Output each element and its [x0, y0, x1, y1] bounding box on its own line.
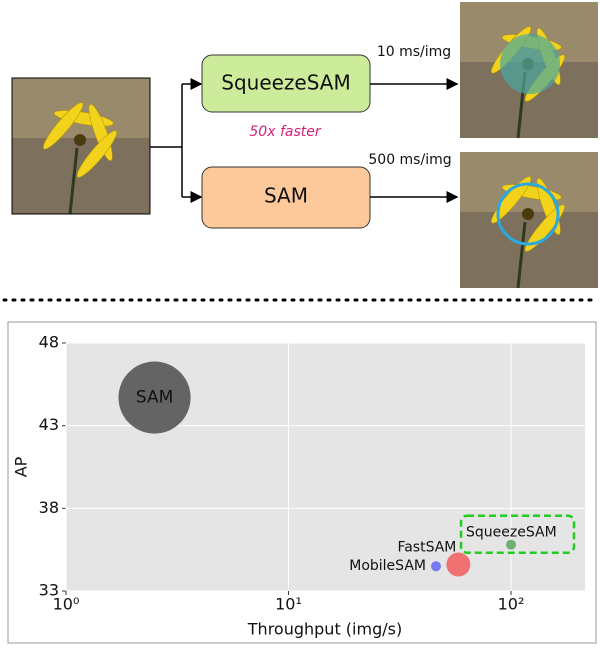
- highlight-box: [459, 514, 576, 554]
- latency: 500 ms/img: [368, 152, 451, 168]
- latency: 10 ms/img: [377, 44, 451, 60]
- point-label: SAM: [136, 388, 173, 408]
- output-image-bottom: [458, 150, 600, 290]
- model-label: SAM: [264, 184, 308, 208]
- bubble: [430, 561, 441, 572]
- input-frame: [11, 77, 151, 215]
- point-label: MobileSAM: [349, 558, 426, 574]
- plot: 33 38 43 48 10⁰ 10¹ 10² SAM FastSAM MobileSAM Sque…: [39, 333, 585, 614]
- bubble: [446, 552, 471, 577]
- y-tick-label: 38: [39, 498, 59, 517]
- y-axis-label: AP: [12, 456, 31, 477]
- x-tick-label: 10²: [498, 595, 525, 614]
- x-tick-label: 10⁰: [53, 595, 80, 614]
- point-label: FastSAM: [397, 540, 456, 556]
- y-tick-label: 48: [39, 333, 59, 352]
- speedup-note: 50x faster: [249, 124, 321, 140]
- x-tick-label: 10¹: [275, 595, 302, 614]
- bubble: [506, 539, 517, 550]
- chart-frame: [7, 321, 597, 644]
- y-tick-label: 33: [39, 581, 59, 600]
- input-image: [10, 76, 152, 216]
- bubble: [118, 361, 191, 434]
- mask-top: [500, 34, 560, 94]
- y-tick-label: 43: [39, 415, 59, 434]
- x-axis-label: Throughput (img/s): [247, 620, 402, 639]
- mask-bottom: [496, 182, 560, 246]
- point-label: SqueezeSAM: [466, 525, 557, 541]
- diagram: SqueezeSAM SAM 50x faster 10 ms/img 500 …: [2, 0, 600, 302]
- model-label: SqueezeSAM: [221, 71, 350, 95]
